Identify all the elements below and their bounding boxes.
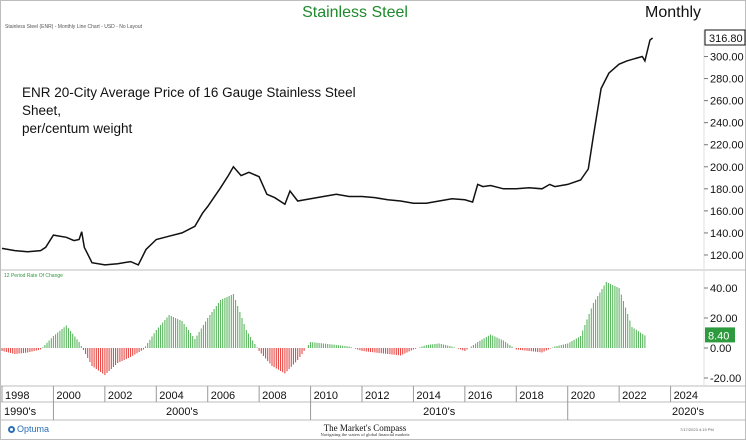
logo-icon: [8, 426, 15, 433]
annotation-line-1: ENR 20-City Average Price of 16 Gauge St…: [22, 85, 356, 118]
roc-y-tick-label: 20.00: [710, 313, 738, 325]
price-series-line: [1, 37, 654, 266]
price-y-tick-label: 180.00: [710, 184, 744, 196]
chart-title: Stainless Steel: [302, 4, 408, 21]
price-y-tick-label: 200.00: [710, 162, 744, 174]
year-tick-label: 2004: [159, 390, 183, 402]
roc-y-tick-label: 40.00: [710, 283, 738, 295]
roc-y-tick-label: 0.00: [710, 343, 731, 355]
year-tick-label: 2020: [571, 390, 595, 402]
year-tick-label: 2014: [416, 390, 440, 402]
price-last-value-label: 316.80: [709, 33, 743, 45]
price-y-tick-label: 140.00: [710, 228, 744, 240]
footer-date: 7/17/2023 4:19 PM: [680, 427, 714, 432]
year-tick-label: 2010: [314, 390, 338, 402]
year-tick-label: 1998: [5, 390, 29, 402]
decade-label: 2010's: [423, 406, 456, 418]
roc-last-value-label: 8.40: [708, 330, 729, 342]
price-y-tick-label: 260.00: [710, 96, 744, 108]
decade-label: 2020's: [672, 406, 705, 418]
year-tick-label: 2008: [262, 390, 286, 402]
price-y-tick-label: 280.00: [710, 74, 744, 86]
price-y-tick-label: 300.00: [710, 52, 744, 64]
year-tick-label: 2016: [468, 390, 492, 402]
annotation-line-2: per/centum weight: [22, 121, 133, 136]
footer-brand: The Market's Compass: [323, 423, 407, 433]
price-y-tick-label: 160.00: [710, 206, 744, 218]
price-y-tick-label: 240.00: [710, 118, 744, 130]
year-tick-label: 2022: [622, 390, 646, 402]
year-tick-label: 2012: [365, 390, 389, 402]
price-annotation: ENR 20-City Average Price of 16 Gauge St…: [22, 84, 382, 138]
period-label: Monthly: [645, 4, 702, 21]
year-tick-label: 2018: [519, 390, 543, 402]
price-y-tick-label: 120.00: [710, 250, 744, 262]
year-tick-label: 2024: [674, 390, 698, 402]
optuma-logo: Optuma: [8, 424, 49, 434]
year-tick-label: 2000: [56, 390, 80, 402]
logo-text: Optuma: [17, 424, 50, 434]
footer-tagline: Navigating the waters of global financia…: [320, 432, 410, 437]
chart-subtitle: Stainless Steel (ENR) - Monthly Line Cha…: [5, 24, 142, 30]
roc-y-tick-label: -20.00: [710, 373, 741, 385]
decade-label: 2000's: [166, 406, 199, 418]
year-tick-label: 2006: [211, 390, 235, 402]
price-y-tick-label: 220.00: [710, 140, 744, 152]
year-tick-label: 2002: [108, 390, 132, 402]
roc-last-value-badge: [705, 327, 735, 343]
decade-label: 1990's: [4, 406, 37, 418]
price-last-value-badge: [704, 29, 746, 46]
roc-panel-label: 12 Period Rate Of Change: [4, 273, 63, 279]
